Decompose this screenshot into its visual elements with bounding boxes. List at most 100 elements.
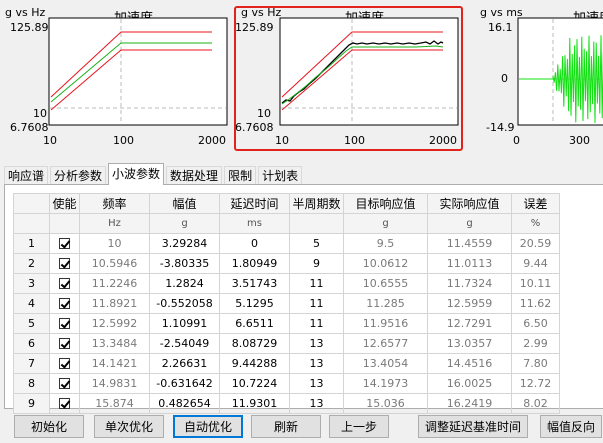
previous-step-button[interactable]: 上一步 [329,415,389,438]
half-cycles-cell[interactable]: 5 [289,233,344,254]
table-row[interactable]: 2 10.5946 -3.80335 1.80949 9 10.0612 11.0113 9.… [13,253,560,274]
table-row[interactable]: 7 14.1421 2.26631 9.44288 13 13.4054 14.4516 7.… [13,353,560,374]
row-index[interactable]: 6 [13,333,50,354]
row-index[interactable]: 8 [13,373,50,394]
adjust-delay-reference-button[interactable]: 调整延迟基准时间 [418,415,528,438]
amplitude-cell[interactable]: 3.29284 [149,233,220,254]
table-row[interactable]: 8 14.9831 -0.631642 10.7224 13 14.1973 16.0025… [13,373,560,394]
chart1-xtick: 2000 [198,134,226,147]
unit-cell [289,213,344,234]
enable-checkbox[interactable] [59,277,70,289]
table-row[interactable]: 9 15.874 0.482654 11.9301 13 15.036 16.2419 8.0… [13,393,560,414]
delay-cell[interactable]: 10.7224 [219,373,290,394]
chart2-ymax: 125.89 [235,21,274,34]
table-row[interactable]: 5 12.5992 1.10991 6.6511 11 11.9516 12.7291 6.5… [13,313,560,334]
chart3-ymid: 0 [501,72,508,85]
delay-cell[interactable]: 6.6511 [219,313,290,334]
delay-cell[interactable]: 1.80949 [219,253,290,274]
chart1-upper-limit-line [50,31,212,98]
tab-limits[interactable]: 限制 [224,166,257,185]
delay-cell[interactable]: 9.44288 [219,353,290,374]
col-header-half-cycles[interactable]: 半周期数 [289,193,344,214]
enable-checkbox[interactable] [59,377,70,389]
tab-schedule[interactable]: 计划表 [258,166,303,185]
col-header-delay[interactable]: 延迟时间 [219,193,290,214]
enable-checkbox-cell [49,393,80,414]
enable-checkbox[interactable] [59,317,70,329]
row-index[interactable]: 9 [13,393,50,414]
actual-response-cell: 16.2419 [427,393,512,414]
half-cycles-cell[interactable]: 13 [289,333,344,354]
half-cycles-cell[interactable]: 13 [289,373,344,394]
tab-wavelet-params[interactable]: 小波参数 [108,163,165,185]
half-cycles-cell[interactable]: 11 [289,293,344,314]
unit-cell: ms [219,213,290,234]
amplitude-cell[interactable]: -0.552058 [149,293,220,314]
corner-cell [13,193,50,214]
tab-bar: 响应谱 分析参数 小波参数 数据处理 限制 计划表 [4,163,304,185]
row-index[interactable]: 2 [13,253,50,274]
delay-cell[interactable]: 3.51743 [219,273,290,294]
reverse-amplitude-button[interactable]: 幅值反向 [540,415,602,438]
tab-analysis-params[interactable]: 分析参数 [50,166,107,185]
enable-checkbox[interactable] [59,337,70,349]
table-row[interactable]: 4 11.8921 -0.552058 5.1295 11 11.285 12.5959 11… [13,293,560,314]
half-cycles-cell[interactable]: 13 [289,353,344,374]
auto-optimize-button[interactable]: 自动优化 [173,415,243,438]
enable-checkbox-cell [49,313,80,334]
frequency-cell: 12.5992 [79,313,150,334]
row-index[interactable]: 4 [13,293,50,314]
response-spectrum-chart-2[interactable]: g vs Hz 加速度 125.89 10 6.7608 10 100 2000 [235,0,466,152]
half-cycles-cell[interactable]: 11 [289,273,344,294]
actual-response-cell: 12.5959 [427,293,512,314]
amplitude-cell[interactable]: -3.80335 [149,253,220,274]
chart2-reference-line [281,45,444,105]
chart3-xtick: 0 [513,134,520,147]
target-response-cell: 11.285 [343,293,428,314]
half-cycles-cell[interactable]: 11 [289,313,344,334]
half-cycles-cell[interactable]: 13 [289,393,344,414]
enable-checkbox[interactable] [59,257,70,269]
row-index[interactable]: 5 [13,313,50,334]
amplitude-cell[interactable]: 2.26631 [149,353,220,374]
enable-checkbox[interactable] [59,297,70,309]
refresh-button[interactable]: 刷新 [251,415,321,438]
row-index[interactable]: 1 [13,233,50,254]
unit-cell: g [427,213,512,234]
target-response-cell: 15.036 [343,393,428,414]
col-header-actual-response[interactable]: 实际响应值 [427,193,512,214]
delay-cell[interactable]: 8.08729 [219,333,290,354]
col-header-amplitude[interactable]: 幅值 [149,193,220,214]
col-header-error[interactable]: 误差 [511,193,560,214]
delay-cell[interactable]: 11.9301 [219,393,290,414]
chart3-ymax: 16.1 [488,21,513,34]
error-cell: 8.02 [511,393,560,414]
initialize-button[interactable]: 初始化 [14,415,84,438]
amplitude-cell[interactable]: 1.10991 [149,313,220,334]
tab-data-processing[interactable]: 数据处理 [166,166,223,185]
amplitude-cell[interactable]: -0.631642 [149,373,220,394]
delay-cell[interactable]: 0 [219,233,290,254]
amplitude-cell[interactable]: 1.2824 [149,273,220,294]
tab-response-spectrum[interactable]: 响应谱 [4,166,49,185]
col-header-frequency[interactable]: 频率 [79,193,150,214]
frequency-cell: 15.874 [79,393,150,414]
row-index[interactable]: 3 [13,273,50,294]
enable-checkbox[interactable] [59,237,70,249]
table-row[interactable]: 6 13.3484 -2.54049 8.08729 13 12.6577 13.0357 2… [13,333,560,354]
table-row[interactable]: 1 10 3.29284 0 5 9.5 11.4559 20.59 [13,233,560,254]
waveform-chart: g vs ms 加速度 16.1 0 -14.9 0 300 [474,0,603,152]
amplitude-cell[interactable]: -2.54049 [149,333,220,354]
enable-checkbox[interactable] [59,397,70,409]
delay-cell[interactable]: 5.1295 [219,293,290,314]
enable-checkbox[interactable] [59,357,70,369]
single-optimize-button[interactable]: 单次优化 [94,415,164,438]
chart1-xtick: 10 [43,134,57,147]
half-cycles-cell[interactable]: 9 [289,253,344,274]
amplitude-cell[interactable]: 0.482654 [149,393,220,414]
chart2-upper-limit-line [281,31,443,98]
col-header-target-response[interactable]: 目标响应值 [343,193,428,214]
table-row[interactable]: 3 11.2246 1.2824 3.51743 11 10.6555 11.7324 10.… [13,273,560,294]
col-header-enable[interactable]: 使能 [49,193,80,214]
row-index[interactable]: 7 [13,353,50,374]
